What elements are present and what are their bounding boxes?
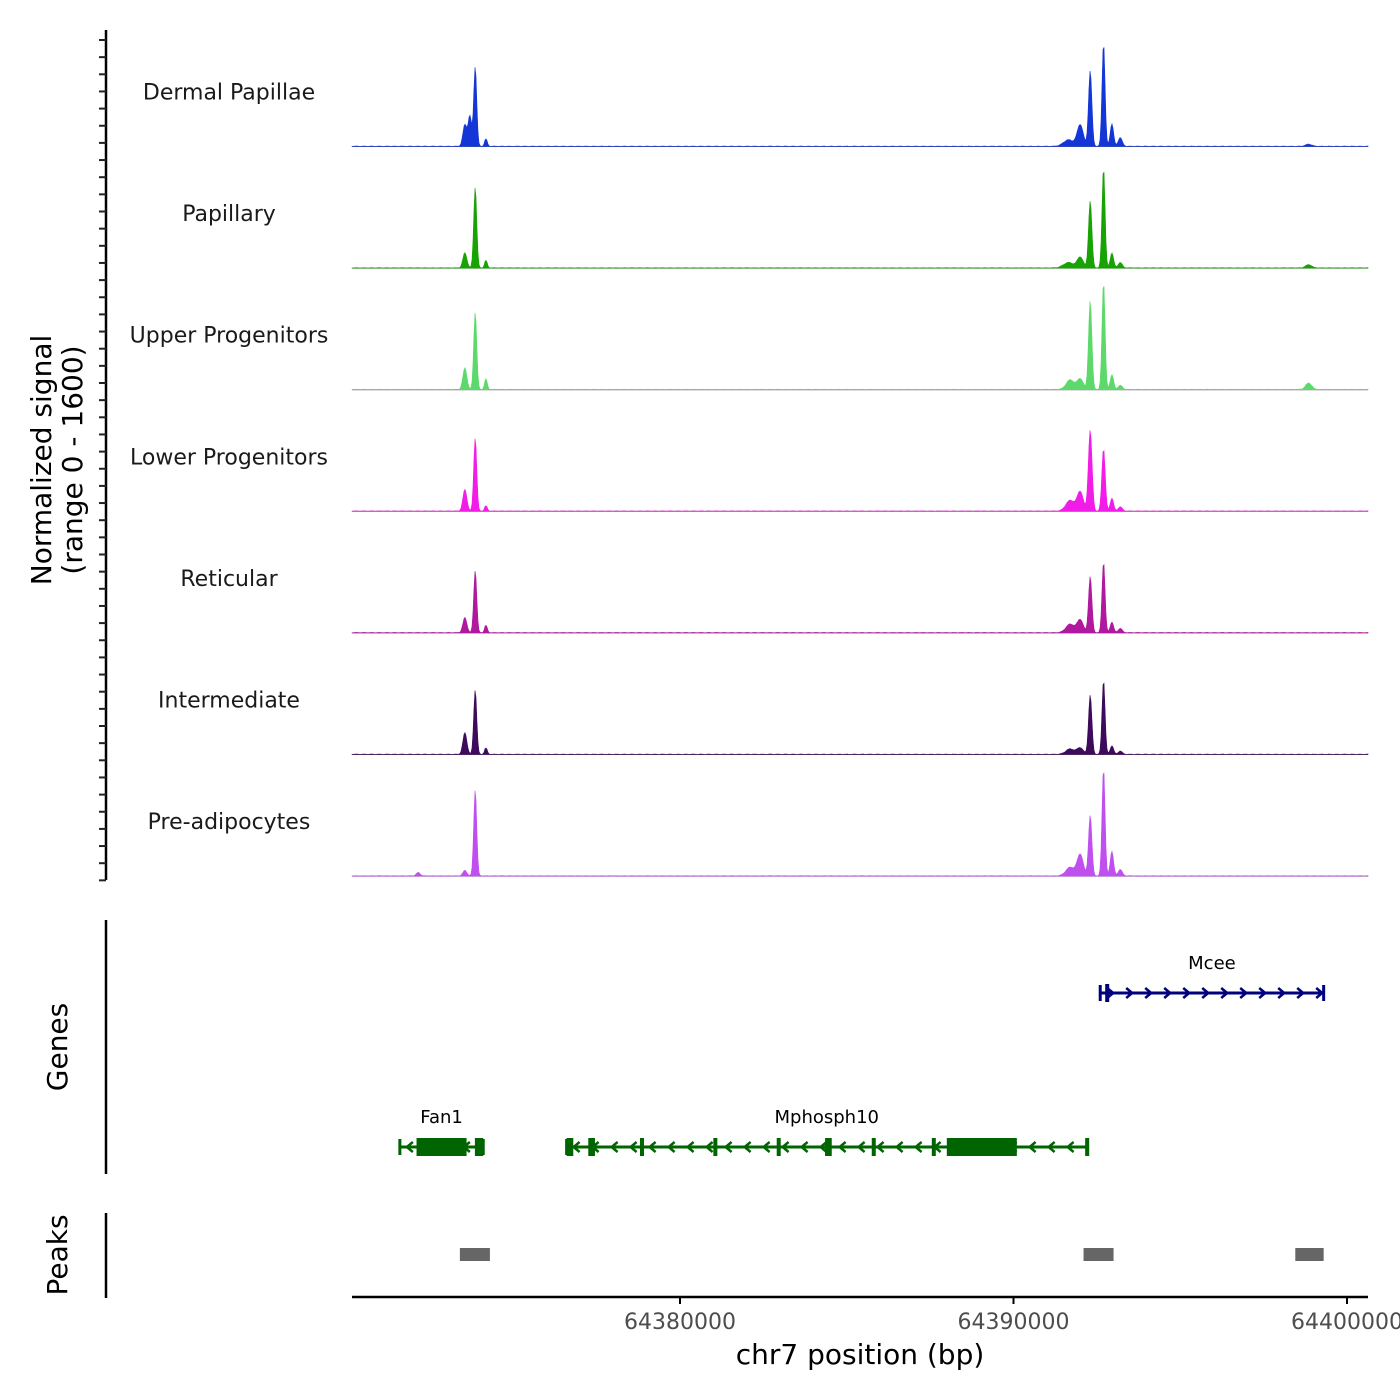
x-tick-label: 64380000 — [624, 1310, 736, 1335]
x-tick-label: 64400000 — [1291, 1310, 1400, 1335]
track-label: Intermediate — [158, 689, 300, 714]
track-label: Reticular — [180, 567, 278, 592]
strand-arrow — [799, 1141, 809, 1153]
exon — [931, 1138, 936, 1156]
track-label: Pre-adipocytes — [148, 810, 311, 835]
exon — [1105, 984, 1110, 1002]
coverage-track-5: Reticular — [180, 563, 1369, 634]
strand-arrow — [1163, 987, 1173, 999]
coverage-track-6: Intermediate — [158, 682, 1369, 755]
track-label: Lower Progenitors — [130, 445, 328, 470]
strand-arrow — [1220, 987, 1230, 999]
coverage-area — [351, 171, 1369, 269]
exon — [1085, 1138, 1090, 1156]
gene-mphosph10: Mphosph10 — [565, 1107, 1090, 1156]
strand-arrow — [571, 1141, 581, 1153]
strand-arrow — [1182, 987, 1192, 999]
strand-arrow — [913, 1141, 923, 1153]
strand-arrow — [894, 1141, 904, 1153]
strand-arrow — [875, 1141, 885, 1153]
coverage-track-2: Papillary — [182, 171, 1369, 269]
peak-region — [1083, 1248, 1114, 1261]
gene-label: Mcee — [1188, 953, 1236, 974]
peaks-y-label: Peaks — [41, 1214, 74, 1295]
strand-arrow — [1046, 1141, 1056, 1153]
coverage-y-label-line1: Normalized signal — [25, 335, 58, 586]
x-tick-label: 64390000 — [958, 1310, 1070, 1335]
strand-arrow — [628, 1141, 638, 1153]
coverage-area — [351, 563, 1369, 634]
exon — [713, 1138, 718, 1156]
strand-arrow — [856, 1141, 866, 1153]
gene-label: Fan1 — [420, 1107, 463, 1128]
strand-arrow — [1296, 987, 1306, 999]
coverage-track-1: Dermal Papillae — [143, 47, 1369, 147]
track-label: Upper Progenitors — [130, 324, 329, 349]
coverage-y-axis — [99, 30, 108, 882]
exon — [776, 1138, 781, 1156]
strand-arrow — [1277, 987, 1287, 999]
strand-arrow — [742, 1141, 752, 1153]
x-axis-title: chr7 position (bp) — [736, 1338, 985, 1371]
coverage-track-3: Upper Progenitors — [130, 286, 1369, 391]
strand-arrow — [404, 1141, 414, 1153]
strand-arrow — [704, 1141, 714, 1153]
strand-arrow — [1258, 987, 1268, 999]
strand-arrow — [1239, 987, 1249, 999]
exon — [474, 1138, 484, 1156]
coverage-area — [351, 772, 1369, 877]
exon — [588, 1138, 595, 1156]
exon — [566, 1138, 574, 1156]
strand-arrow — [647, 1141, 657, 1153]
exon — [946, 1138, 1017, 1156]
strand-arrow — [761, 1141, 771, 1153]
peak-track — [459, 1248, 1324, 1261]
exon — [639, 1138, 644, 1156]
strand-arrow — [1144, 987, 1154, 999]
strand-arrow — [837, 1141, 847, 1153]
gene-mcee: Mcee — [1098, 953, 1326, 1002]
strand-arrow — [609, 1141, 619, 1153]
gene-fan1: Fan1 — [398, 1107, 485, 1156]
peak-region — [459, 1248, 490, 1261]
gene-track: Mcee Fan1 Mphosph10 — [398, 953, 1326, 1156]
coverage-track-4: Lower Progenitors — [130, 430, 1369, 512]
coverage-area — [351, 430, 1369, 512]
peak-region — [1295, 1248, 1324, 1261]
strand-arrow — [1065, 1141, 1075, 1153]
track-label: Papillary — [182, 202, 276, 227]
coverage-track-7: Pre-adipocytes — [148, 772, 1369, 877]
coverage-tracks: Dermal Papillae Papillary Upper Progenitor… — [130, 47, 1369, 877]
coverage-area — [351, 286, 1369, 391]
coverage-y-label-line2: (range 0 - 1600) — [56, 345, 89, 574]
exon — [825, 1138, 832, 1156]
exon — [871, 1138, 876, 1156]
strand-arrow — [780, 1141, 790, 1153]
genes-y-label: Genes — [41, 1003, 74, 1091]
strand-arrow — [1027, 1141, 1037, 1153]
strand-arrow — [685, 1141, 695, 1153]
strand-arrow — [818, 1141, 828, 1153]
track-label: Dermal Papillae — [143, 81, 315, 106]
strand-arrow — [1201, 987, 1211, 999]
strand-arrow — [1125, 987, 1135, 999]
coverage-area — [351, 47, 1369, 147]
gene-label: Mphosph10 — [774, 1107, 879, 1128]
x-axis: 64380000 64390000 64400000 — [352, 1295, 1400, 1335]
exon — [416, 1138, 467, 1156]
strand-arrow — [666, 1141, 676, 1153]
strand-arrow — [723, 1141, 733, 1153]
coverage-area — [351, 682, 1369, 755]
